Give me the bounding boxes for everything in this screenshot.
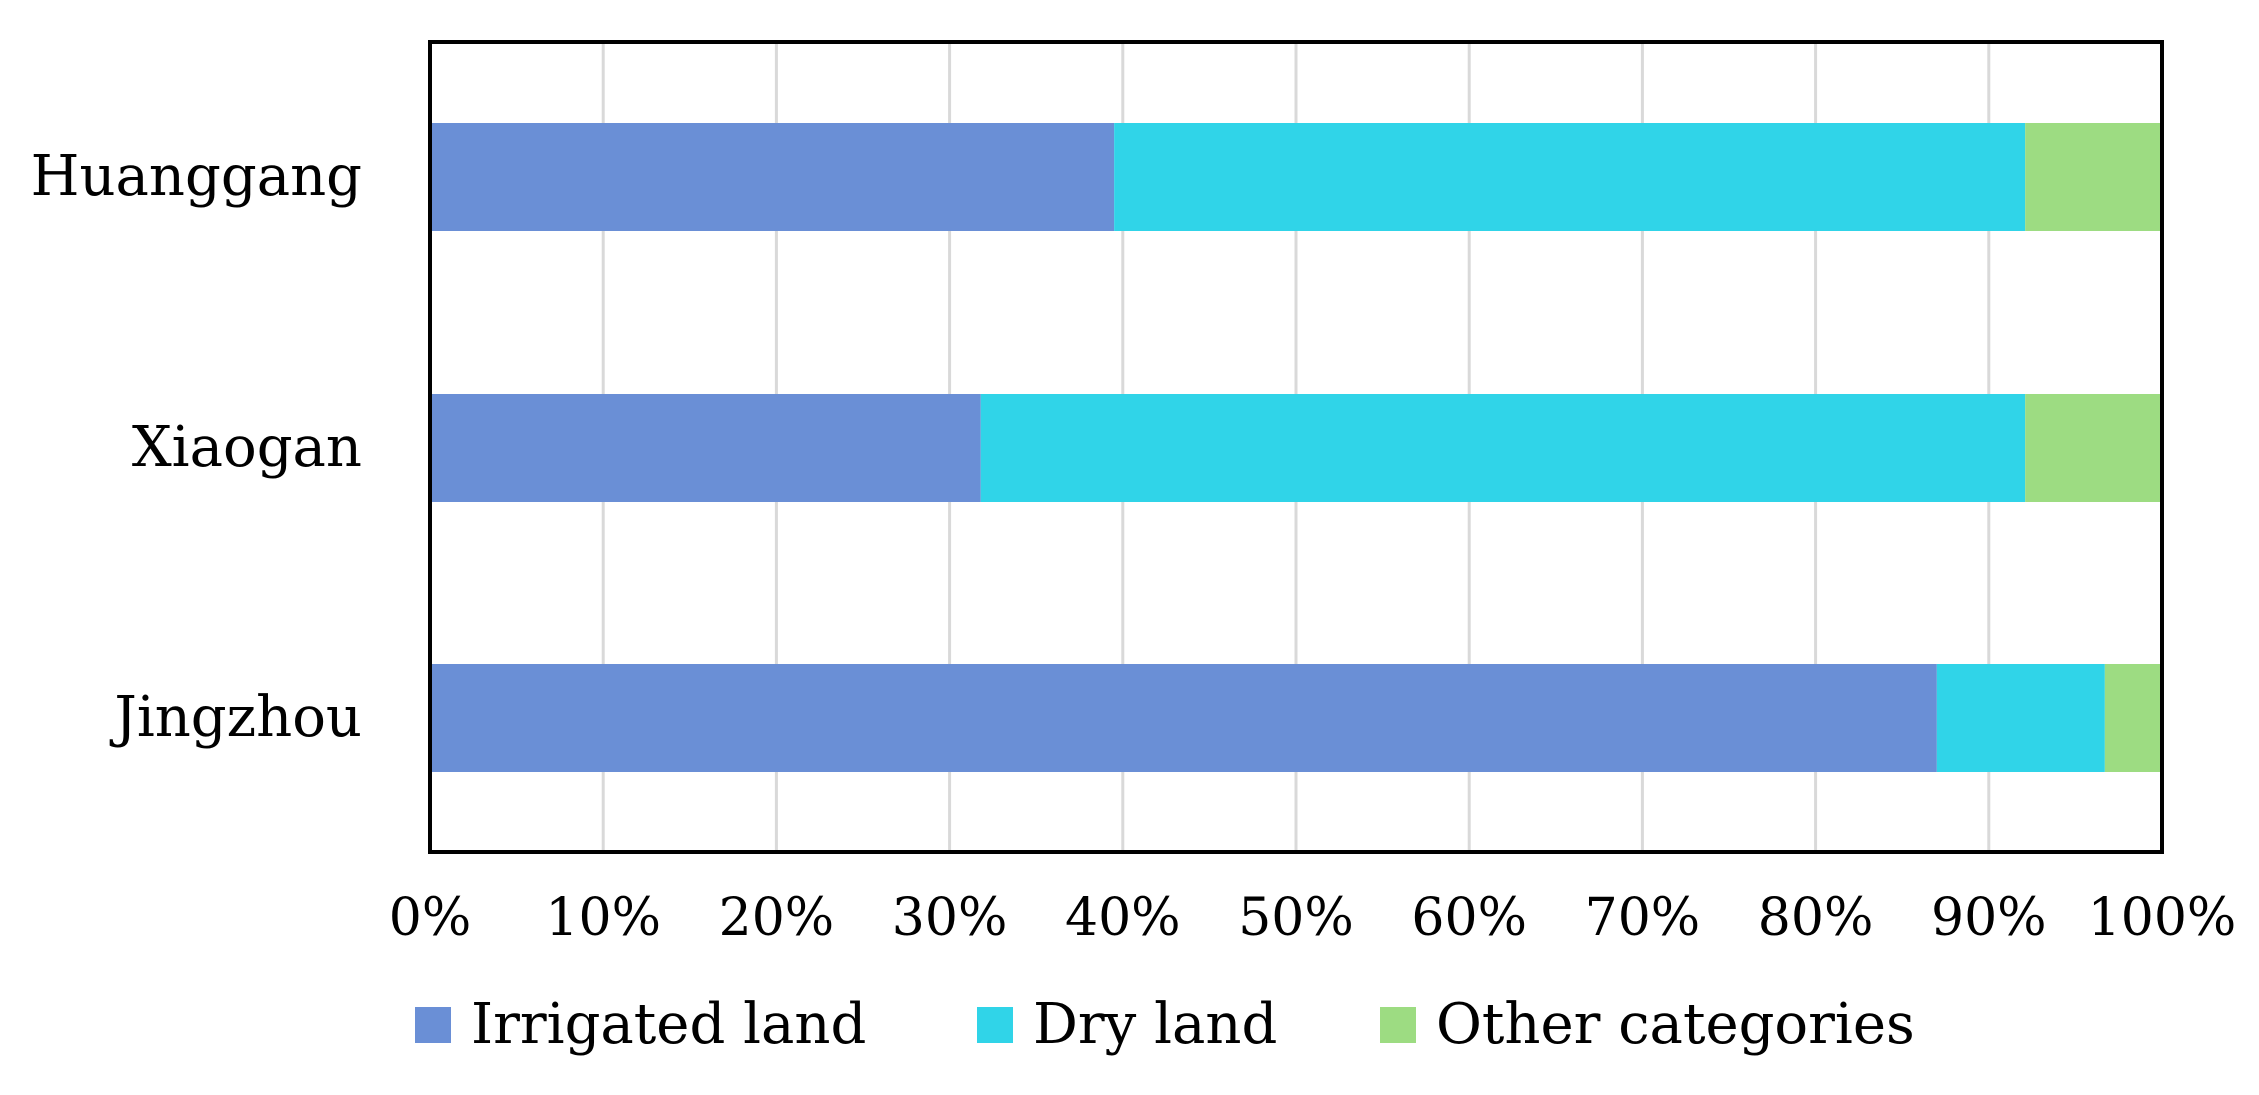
legend: Irrigated land Dry land Other categories — [415, 992, 1915, 1057]
category-label-huanggang: Huanggang — [31, 144, 362, 209]
plot-frame — [428, 40, 2164, 854]
legend-label-dry-land: Dry land — [1033, 992, 1277, 1057]
legend-swatch-other-categories — [1380, 1007, 1416, 1043]
x-tick-label-0: 0% — [389, 888, 472, 948]
legend-swatch-irrigated-land — [415, 1007, 451, 1043]
x-tick-label-9: 90% — [1931, 888, 2047, 948]
legend-swatch-dry-land — [977, 1007, 1013, 1043]
x-tick-label-1: 10% — [545, 888, 661, 948]
x-tick-label-2: 20% — [719, 888, 835, 948]
x-tick-label-3: 30% — [892, 888, 1008, 948]
bar-jingzhou-dry-land — [1936, 664, 2105, 772]
bar-huanggang-irrigated-land — [430, 123, 1115, 231]
x-tick-labels: 0% 10% 20% 30% 40% 50% 60% 70% 80% 90% 100% — [389, 888, 2237, 948]
category-labels: Huanggang Xiaogan Jingzhou — [31, 144, 362, 750]
x-tick-label-4: 40% — [1065, 888, 1181, 948]
category-label-xiaogan: Xiaogan — [132, 415, 362, 480]
legend-label-irrigated-land: Irrigated land — [471, 992, 866, 1057]
category-label-jingzhou: Jingzhou — [109, 685, 362, 750]
x-tick-label-10: 100% — [2088, 888, 2237, 948]
bar-jingzhou-irrigated-land — [430, 664, 1937, 772]
x-tick-label-8: 80% — [1758, 888, 1874, 948]
bar-jingzhou-other-categories — [2104, 664, 2162, 772]
legend-label-other-categories: Other categories — [1436, 992, 1915, 1057]
x-tick-label-7: 70% — [1585, 888, 1701, 948]
bar-xiaogan-irrigated-land — [430, 394, 981, 502]
bar-huanggang-dry-land — [1114, 123, 2026, 231]
bar-xiaogan-other-categories — [2025, 394, 2162, 502]
bar-huanggang-other-categories — [2025, 123, 2162, 231]
bars — [430, 123, 2162, 772]
bar-xiaogan-dry-land — [980, 394, 2026, 502]
x-tick-label-5: 50% — [1238, 888, 1354, 948]
x-tick-label-6: 60% — [1411, 888, 1527, 948]
